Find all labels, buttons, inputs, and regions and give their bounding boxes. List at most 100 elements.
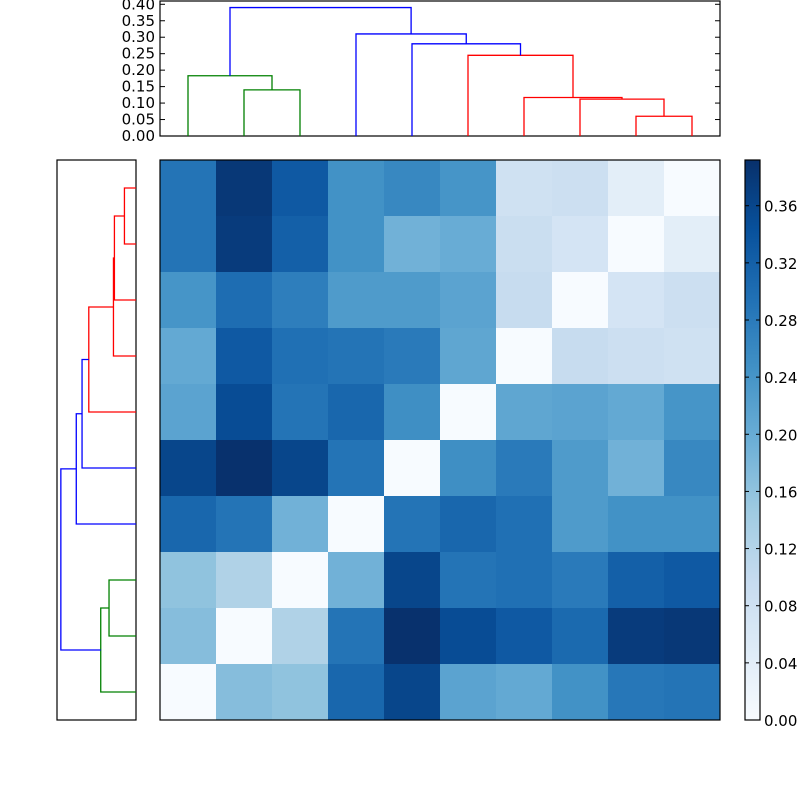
heatmap-cell (496, 440, 553, 497)
colorbar-tick-label: 0.08 (764, 598, 797, 616)
heatmap-cell (384, 440, 441, 497)
heatmap-cell (608, 328, 665, 385)
heatmap-cell (216, 216, 273, 273)
y-tick-label: 0.00 (122, 127, 155, 145)
heatmap-cell (384, 608, 441, 665)
heatmap-cell (328, 328, 385, 385)
heatmap-cell (328, 496, 385, 553)
heatmap-cell (328, 664, 385, 721)
heatmap-cell (216, 384, 273, 441)
heatmap-cell (440, 664, 497, 721)
y-tick-label: 0.40 (122, 0, 155, 13)
heatmap-cell (384, 328, 441, 385)
heatmap-cell (664, 608, 721, 665)
dendrogram-link (60, 468, 101, 651)
colorbar-tick-label: 0.20 (764, 426, 797, 444)
heatmap-cell (216, 496, 273, 553)
heatmap-cell (608, 216, 665, 273)
heatmap-cell (664, 216, 721, 273)
heatmap-cell (328, 608, 385, 665)
dendrogram-link (100, 607, 136, 693)
heatmap (159, 159, 721, 721)
heatmap-cell (216, 552, 273, 609)
heatmap-cell (440, 496, 497, 553)
y-tick-label: 0.10 (122, 94, 155, 112)
heatmap-cell (496, 272, 553, 329)
heatmap-cell (216, 272, 273, 329)
heatmap-cell (552, 160, 609, 217)
heatmap-cell (160, 272, 217, 329)
heatmap-cell (440, 608, 497, 665)
heatmap-cell (328, 160, 385, 217)
dendrogram-link (523, 96, 623, 136)
heatmap-cell (496, 328, 553, 385)
heatmap-cell (328, 216, 385, 273)
heatmap-cell (384, 552, 441, 609)
heatmap-cell (272, 272, 329, 329)
heatmap-cell (160, 664, 217, 721)
colorbar-tick-label: 0.36 (764, 198, 797, 216)
dendrogram-link (112, 257, 136, 357)
dendrogram-link (411, 43, 522, 136)
heatmap-cell (552, 272, 609, 329)
heatmap-cell (384, 664, 441, 721)
heatmap-cell (160, 328, 217, 385)
heatmap-cell (328, 272, 385, 329)
dendrogram-link (123, 187, 136, 245)
heatmap-cell (608, 384, 665, 441)
heatmap-cell (160, 216, 217, 273)
heatmap-cell (216, 328, 273, 385)
heatmap-cell (272, 160, 329, 217)
heatmap-cell (328, 552, 385, 609)
heatmap-cell (160, 440, 217, 497)
dendrogram-link (81, 358, 136, 469)
colorbar-tick-label: 0.12 (764, 541, 797, 559)
heatmap-cell (608, 664, 665, 721)
heatmap-frame (159, 159, 721, 721)
heatmap-cell (328, 440, 385, 497)
heatmap-cell (440, 384, 497, 441)
y-tick-label: 0.35 (122, 12, 155, 30)
top-dendrogram-frame (159, 0, 721, 137)
heatmap-cell (384, 384, 441, 441)
heatmap-cell (440, 272, 497, 329)
colorbar-tick-label: 0.04 (764, 655, 797, 673)
heatmap-cell (496, 384, 553, 441)
heatmap-cell (272, 496, 329, 553)
y-tick-label: 0.15 (122, 78, 155, 96)
colorbar-tick-label: 0.24 (764, 369, 797, 387)
heatmap-cell (272, 384, 329, 441)
y-tick-label: 0.25 (122, 45, 155, 63)
y-tick-label: 0.05 (122, 111, 155, 129)
colorbar-bar (744, 159, 761, 721)
heatmap-cell (216, 440, 273, 497)
heatmap-cell (272, 608, 329, 665)
y-tick-label: 0.30 (122, 28, 155, 46)
dendrogram-link (355, 33, 467, 136)
colorbar: 0.00 0.04 0.08 0.12 0.16 0.20 0.24 0.28 0.32 0.36 (744, 159, 797, 730)
dendrogram-link (467, 54, 574, 136)
colorbar-tick-label: 0.00 (764, 712, 797, 730)
heatmap-cell (608, 440, 665, 497)
heatmap-cell (384, 496, 441, 553)
heatmap-cell (384, 272, 441, 329)
heatmap-cell (496, 216, 553, 273)
heatmap-cell (160, 160, 217, 217)
heatmap-cell (216, 160, 273, 217)
dendrogram-link (229, 6, 412, 76)
heatmap-cell (664, 272, 721, 329)
y-tick-label: 0.20 (122, 61, 155, 79)
heatmap-cell (160, 552, 217, 609)
heatmap-cell (664, 440, 721, 497)
colorbar-tick-label: 0.16 (764, 483, 797, 501)
dendrogram-link (108, 579, 136, 637)
heatmap-cell (272, 552, 329, 609)
top-dendrogram: 0.000.050.100.150.200.250.300.350.40 (122, 0, 721, 145)
dendrogram-link (579, 98, 665, 136)
heatmap-cell (664, 552, 721, 609)
heatmap-cell (608, 608, 665, 665)
heatmap-cell (272, 664, 329, 721)
heatmap-cell (608, 272, 665, 329)
heatmap-cell (664, 160, 721, 217)
